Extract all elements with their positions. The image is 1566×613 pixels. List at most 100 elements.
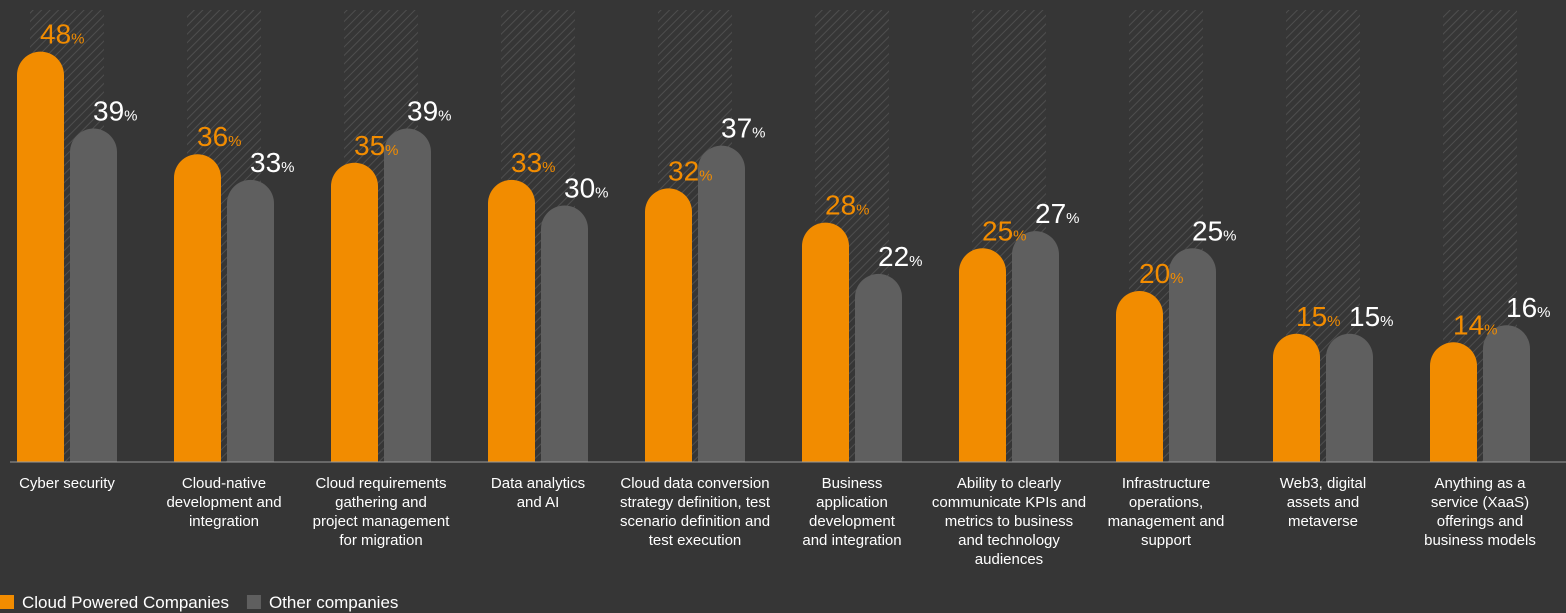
x-tick-line: audiences <box>975 551 1043 568</box>
bar <box>174 154 221 462</box>
value-unit: % <box>1170 270 1183 287</box>
bar <box>488 179 535 462</box>
legend-label: Other companies <box>269 593 398 612</box>
value-label: 39% <box>407 96 452 127</box>
value-label: 22% <box>878 241 923 272</box>
x-tick-label: Cloud requirements gathering and project m… <box>313 475 451 549</box>
x-tick-line: support <box>1141 532 1192 549</box>
bar <box>1169 248 1216 462</box>
value-unit: % <box>909 253 922 270</box>
value-number: 33 <box>511 147 542 178</box>
value-number: 27 <box>1035 198 1066 229</box>
value-label: 37% <box>721 113 766 144</box>
x-tick-line: development and <box>166 494 281 511</box>
x-tick-line: test execution <box>649 532 742 549</box>
value-label: 25% <box>1192 215 1237 246</box>
value-label: 16% <box>1506 292 1551 323</box>
value-number: 22 <box>878 241 909 272</box>
value-number: 36 <box>197 121 228 152</box>
x-tick-line: Cloud-native <box>182 475 266 492</box>
bar <box>384 128 431 462</box>
x-tick-line: and AI <box>517 494 560 511</box>
value-unit: % <box>71 31 84 48</box>
value-unit: % <box>1537 304 1550 321</box>
x-tick-line: strategy definition, test <box>620 494 771 511</box>
bar <box>698 145 745 463</box>
x-tick-line: Cyber security <box>19 475 115 492</box>
value-unit: % <box>1066 210 1079 227</box>
bar <box>70 128 117 462</box>
x-tick-line: gathering and <box>335 494 427 511</box>
value-unit: % <box>281 159 294 176</box>
x-tick-line: application <box>816 494 888 511</box>
x-tick-line: metaverse <box>1288 513 1358 530</box>
value-label: 15% <box>1349 301 1394 332</box>
bar <box>331 162 378 462</box>
x-tick-line: and integration <box>802 532 901 549</box>
x-tick-line: communicate KPIs and <box>932 494 1086 511</box>
value-unit: % <box>1013 227 1026 244</box>
value-number: 15 <box>1296 301 1327 332</box>
value-number: 20 <box>1139 258 1170 289</box>
value-unit: % <box>1223 227 1236 244</box>
bar <box>1430 342 1477 462</box>
value-label: 48% <box>40 19 85 50</box>
value-unit: % <box>124 108 137 125</box>
x-tick-line: Web3, digital <box>1280 475 1366 492</box>
x-tick-line: integration <box>189 513 259 530</box>
x-tick-label: Infrastructure operations, management and s… <box>1108 475 1225 549</box>
x-tick-label: Cloud data conversion strategy definition… <box>620 475 771 549</box>
x-tick-line: project management <box>313 513 451 530</box>
x-tick-line: operations, <box>1129 494 1203 511</box>
value-unit: % <box>1327 313 1340 330</box>
x-tick-line: Business <box>822 475 883 492</box>
x-tick-label: Ability to clearly communicate KPIs and me… <box>932 475 1086 568</box>
value-number: 25 <box>982 215 1013 246</box>
x-tick-line: assets and <box>1287 494 1360 511</box>
x-tick-line: for migration <box>339 532 422 549</box>
value-unit: % <box>595 185 608 202</box>
bar <box>1273 333 1320 462</box>
value-label: 30% <box>564 173 609 204</box>
value-label: 36% <box>197 121 242 152</box>
value-number: 25 <box>1192 215 1223 246</box>
value-unit: % <box>542 159 555 176</box>
value-unit: % <box>438 108 451 125</box>
value-unit: % <box>385 142 398 159</box>
x-tick-line: development <box>809 513 896 530</box>
x-tick-label: Anything as a service (XaaS) offerings and… <box>1424 475 1536 549</box>
value-unit: % <box>699 167 712 184</box>
bar <box>645 188 692 462</box>
bar <box>959 248 1006 462</box>
value-number: 48 <box>40 19 71 50</box>
x-tick-line: offerings and <box>1437 513 1523 530</box>
value-label: 35% <box>354 130 399 161</box>
bar <box>17 51 64 462</box>
x-tick-line: scenario definition and <box>620 513 770 530</box>
legend-swatch <box>246 595 261 609</box>
value-unit: % <box>1484 321 1497 338</box>
x-tick-line: Anything as a <box>1435 475 1527 492</box>
value-label: 25% <box>982 215 1027 246</box>
bar <box>1483 325 1530 462</box>
bar <box>1326 333 1373 462</box>
value-number: 33 <box>250 147 281 178</box>
x-tick-line: Ability to clearly <box>957 475 1062 492</box>
bar <box>802 222 849 462</box>
value-number: 32 <box>668 155 699 186</box>
value-label: 14% <box>1453 309 1498 340</box>
x-tick-label: Cloud-native development and integration <box>166 475 281 530</box>
bar <box>227 179 274 462</box>
x-tick-line: Data analytics <box>491 475 585 492</box>
value-unit: % <box>228 133 241 150</box>
value-unit: % <box>856 202 869 219</box>
value-label: 33% <box>250 147 295 178</box>
value-label: 20% <box>1139 258 1184 289</box>
value-number: 16 <box>1506 292 1537 323</box>
value-number: 39 <box>407 96 438 127</box>
bar <box>855 273 902 462</box>
value-unit: % <box>1380 313 1393 330</box>
value-label: 33% <box>511 147 556 178</box>
